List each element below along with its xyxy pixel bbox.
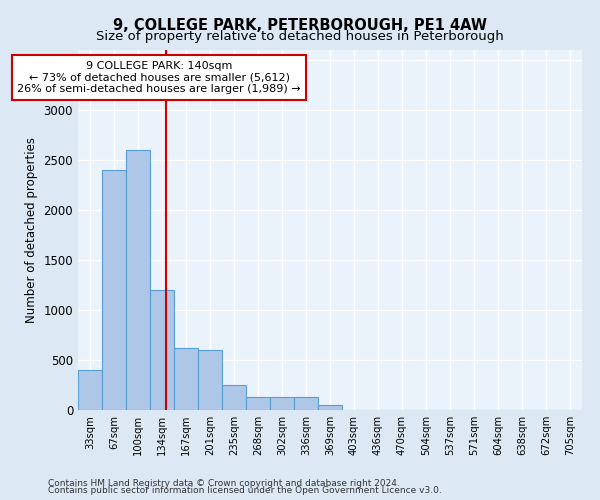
- Bar: [246, 397, 270, 410]
- Text: 9 COLLEGE PARK: 140sqm
← 73% of detached houses are smaller (5,612)
26% of semi-: 9 COLLEGE PARK: 140sqm ← 73% of detached…: [17, 61, 301, 94]
- Text: Size of property relative to detached houses in Peterborough: Size of property relative to detached ho…: [96, 30, 504, 43]
- Bar: [294, 397, 318, 410]
- Bar: [102, 170, 126, 410]
- Bar: [318, 405, 342, 410]
- Y-axis label: Number of detached properties: Number of detached properties: [25, 137, 38, 323]
- Bar: [126, 150, 150, 410]
- Bar: [174, 348, 198, 410]
- Bar: [198, 350, 222, 410]
- Text: Contains public sector information licensed under the Open Government Licence v3: Contains public sector information licen…: [48, 486, 442, 495]
- Bar: [78, 370, 102, 410]
- Text: 9, COLLEGE PARK, PETERBOROUGH, PE1 4AW: 9, COLLEGE PARK, PETERBOROUGH, PE1 4AW: [113, 18, 487, 32]
- Bar: [222, 385, 246, 410]
- Bar: [270, 397, 294, 410]
- Text: Contains HM Land Registry data © Crown copyright and database right 2024.: Contains HM Land Registry data © Crown c…: [48, 478, 400, 488]
- Bar: [150, 290, 174, 410]
